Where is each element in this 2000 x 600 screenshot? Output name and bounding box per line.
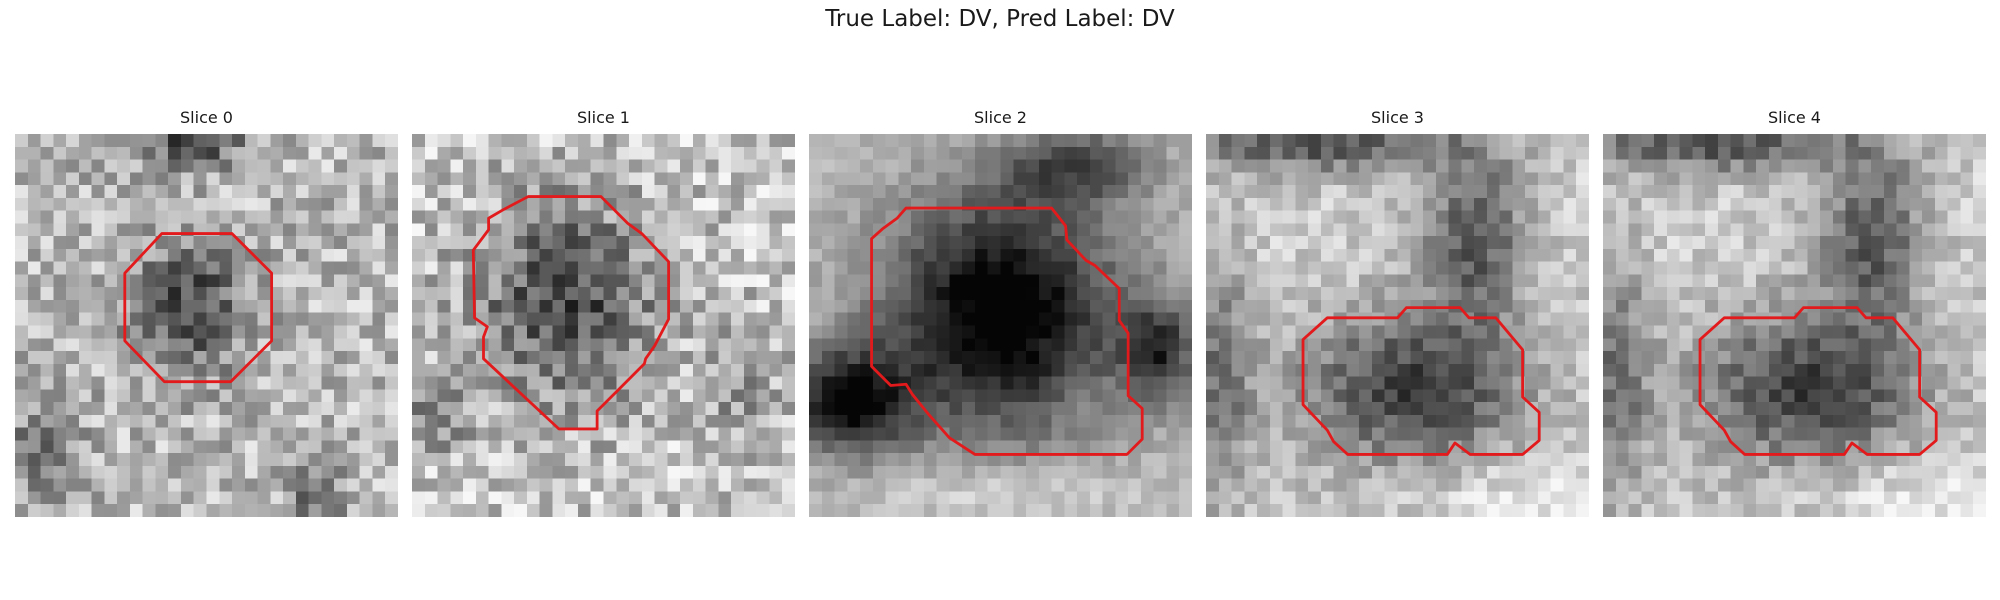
slice-image <box>15 134 398 517</box>
slice-title: Slice 1 <box>577 108 630 127</box>
slice-image <box>809 134 1192 517</box>
slice-title: Slice 3 <box>1371 108 1424 127</box>
grayscale-pixels <box>1603 134 1986 517</box>
grayscale-pixels <box>1206 134 1589 517</box>
slice-image <box>412 134 795 517</box>
figure-title: True Label: DV, Pred Label: DV <box>825 6 1175 32</box>
segmentation-contour <box>471 195 671 431</box>
slice-title: Slice 2 <box>974 108 1027 127</box>
segmentation-contour <box>1698 306 1938 456</box>
slice-title: Slice 4 <box>1768 108 1821 127</box>
grayscale-pixels <box>809 134 1192 517</box>
grayscale-pixels <box>15 134 398 517</box>
segmentation-contour <box>1301 306 1541 456</box>
grayscale-pixels <box>412 134 795 517</box>
slice-image <box>1206 134 1589 517</box>
slice-title: Slice 0 <box>180 108 233 127</box>
segmentation-contour <box>870 206 1144 456</box>
segmentation-contour <box>123 232 274 384</box>
slice-image <box>1603 134 1986 517</box>
